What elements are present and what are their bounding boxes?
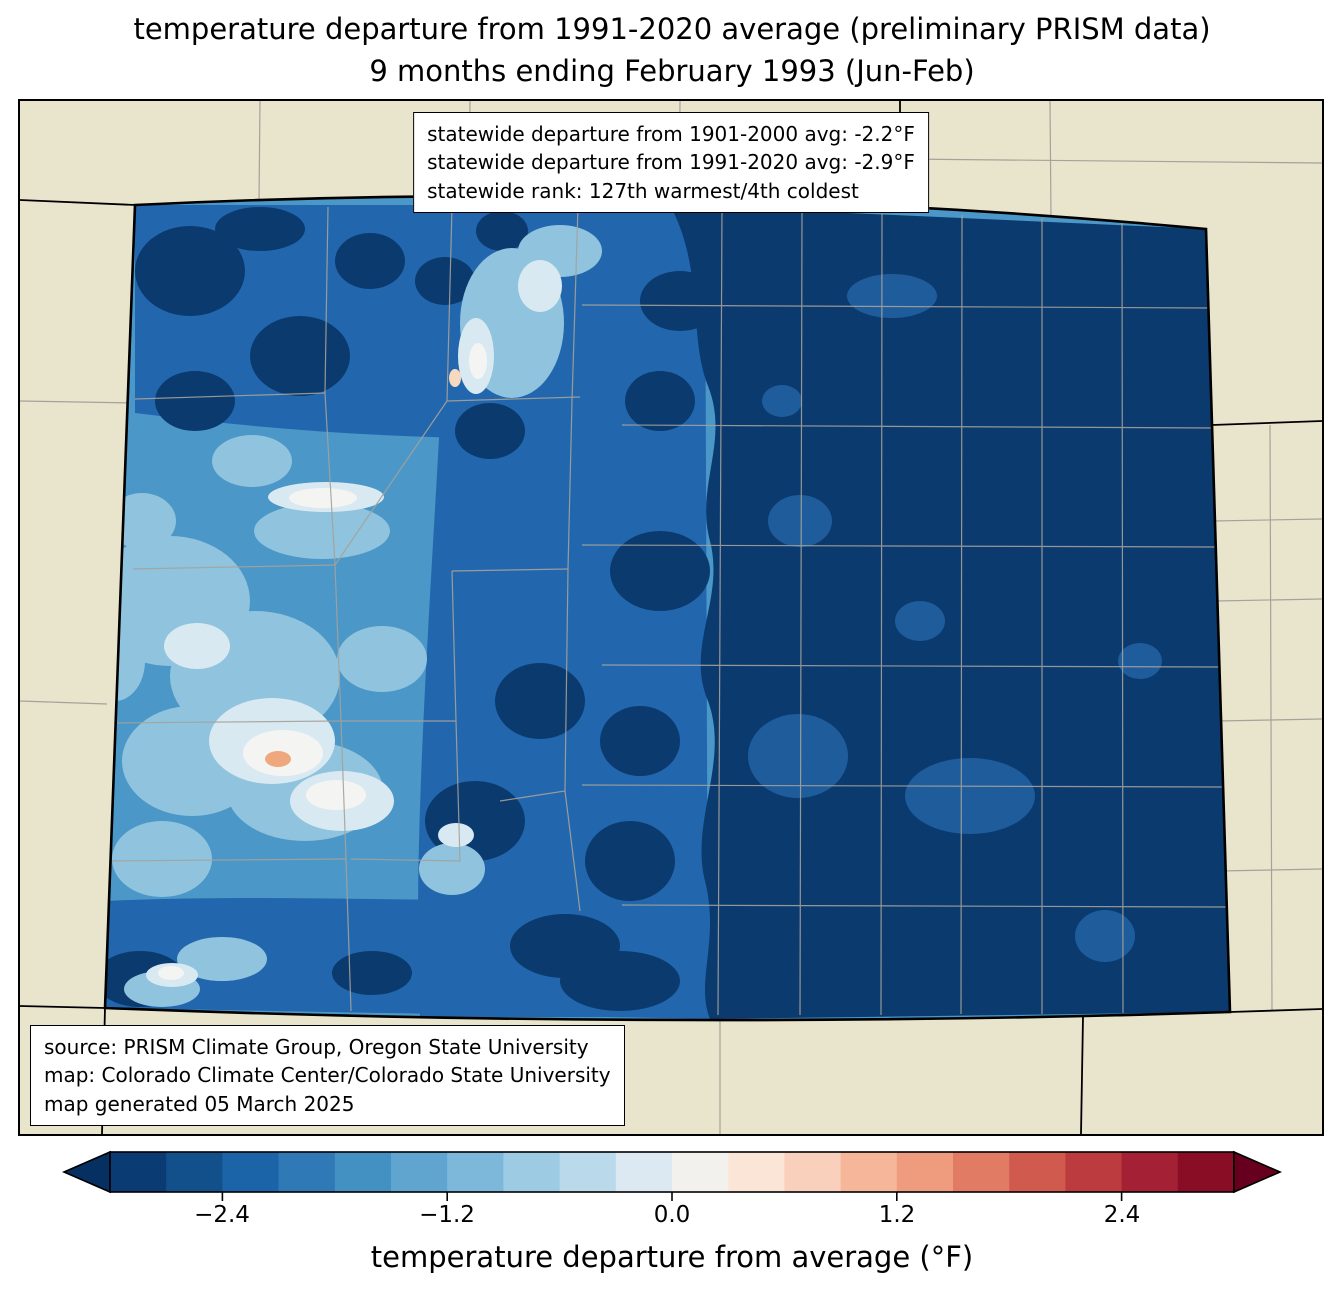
stats-line-2: statewide departure from 1991-2020 avg: … <box>427 150 915 175</box>
fill-orange <box>265 751 291 767</box>
colorbar-under-arrow <box>61 1150 111 1194</box>
stats-line-3: statewide rank: 127th warmest/4th coldes… <box>427 178 859 203</box>
stats-line-1: statewide departure from 1901-2000 avg: … <box>427 122 915 146</box>
figure-title-line1: temperature departure from 1991-2020 ave… <box>133 12 1211 46</box>
county-lines <box>105 206 1227 1016</box>
tick-label-3: 1.2 <box>878 1202 916 1228</box>
tick-label-1: −1.2 <box>419 1202 475 1228</box>
colorbar-over-arrow <box>1233 1150 1283 1194</box>
colorbar-svg <box>61 1150 1283 1201</box>
fill-navy <box>105 205 1230 1019</box>
colorbar-tickmarks <box>221 1192 1123 1201</box>
colorbar-tick-labels: −2.4 −1.2 0.0 1.2 2.4 <box>62 1202 1282 1232</box>
neighbor-county-lines <box>20 101 1322 1134</box>
source-line-3: map generated 05 March 2025 <box>44 1091 355 1116</box>
tick-label-0: −2.4 <box>194 1202 250 1228</box>
tick-label-2: 0.0 <box>653 1202 691 1228</box>
fill-pale-orange <box>449 369 461 387</box>
colorbar <box>61 1148 1283 1204</box>
figure-title-line2: 9 months ending February 1993 (Jun-Feb) <box>369 54 975 88</box>
statewide-stats-box: statewide departure from 1901-2000 avg: … <box>413 112 929 214</box>
tick-label-4: 2.4 <box>1103 1202 1141 1228</box>
map-frame: statewide departure from 1901-2000 avg: … <box>18 99 1324 1136</box>
source-box: source: PRISM Climate Group, Oregon Stat… <box>30 1024 625 1126</box>
colorbar-segments <box>110 1152 1235 1192</box>
source-line-2: map: Colorado Climate Center/Colorado St… <box>44 1063 611 1088</box>
source-line-1: source: PRISM Climate Group, Oregon Stat… <box>44 1034 589 1059</box>
map-svg <box>20 101 1322 1134</box>
colorbar-axis-label: temperature departure from average (°F) <box>370 1240 974 1274</box>
colorado-fill <box>105 196 1230 1021</box>
fill-navy-spots <box>748 274 1162 962</box>
